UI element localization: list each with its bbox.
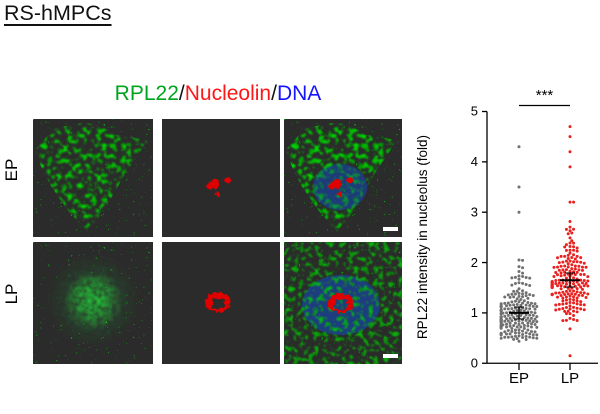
svg-text:2: 2 [471, 255, 478, 270]
svg-text:EP: EP [509, 370, 529, 387]
svg-text:1: 1 [471, 305, 478, 320]
svg-text:3: 3 [471, 204, 478, 219]
svg-text:***: *** [536, 87, 554, 104]
svg-text:0: 0 [471, 356, 478, 371]
svg-text:5: 5 [471, 104, 478, 119]
svg-text:LP: LP [561, 370, 579, 387]
svg-text:4: 4 [471, 154, 478, 169]
